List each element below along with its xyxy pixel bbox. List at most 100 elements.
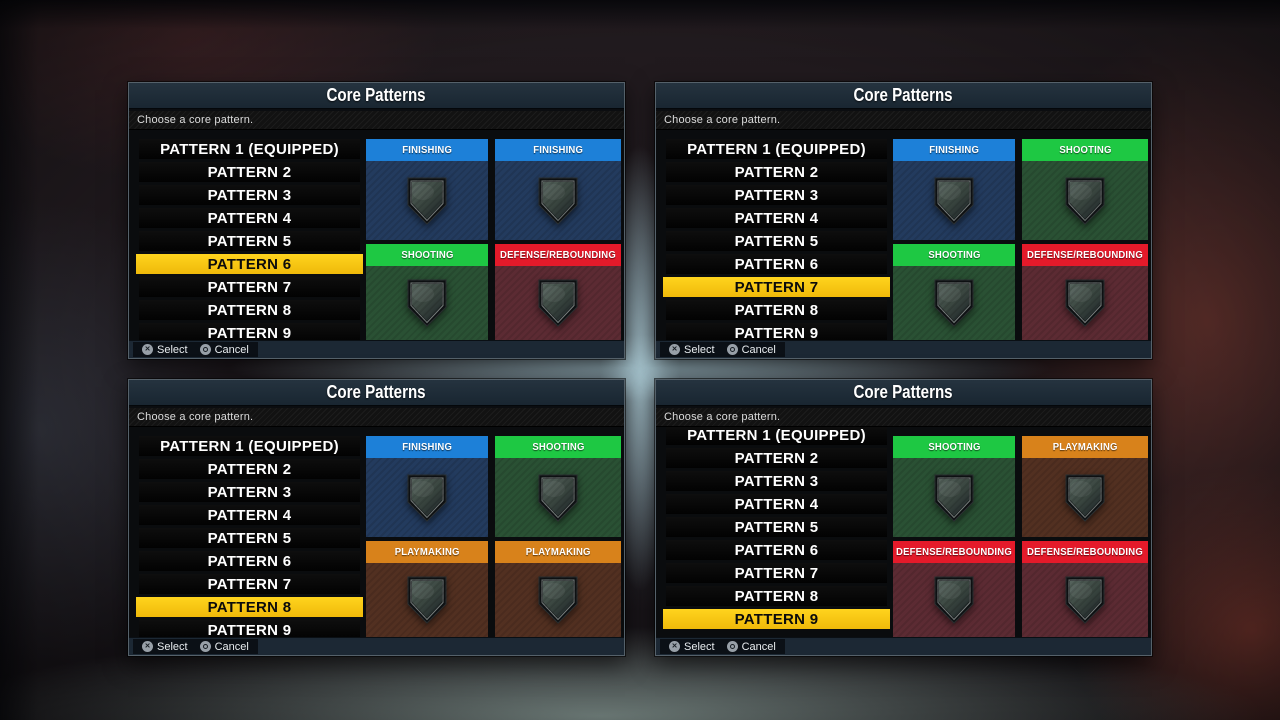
select-hint-label: Select	[684, 343, 715, 356]
shield-icon	[934, 177, 974, 225]
pattern-row[interactable]: PATTERN 1 (EQUIPPED)	[666, 139, 887, 159]
category-card-header: PLAYMAKING	[495, 541, 621, 563]
pattern-row[interactable]: PATTERN 2	[139, 459, 360, 479]
pattern-row[interactable]: PATTERN 1 (EQUIPPED)	[666, 427, 887, 445]
category-card-grid: FINISHING SHOOTING SHOOTING	[893, 139, 1148, 340]
dialog-title: Core Patterns	[326, 85, 427, 105]
circle-glyph	[729, 347, 735, 352]
pattern-row[interactable]: PATTERN 5	[139, 528, 360, 548]
pattern-row[interactable]: PATTERN 7	[139, 277, 360, 297]
shield-icon	[407, 279, 447, 327]
dialog-title: Core Patterns	[853, 85, 954, 105]
category-label: DEFENSE/REBOUNDING	[1027, 249, 1143, 261]
pattern-row[interactable]: PATTERN 7	[139, 574, 360, 594]
pattern-row[interactable]: PATTERN 6	[666, 540, 887, 560]
category-card-body	[366, 161, 488, 240]
pattern-rows: PATTERN 1 (EQUIPPED) PATTERN 2 PATTERN 3 PA…	[663, 427, 890, 629]
shield-icon	[934, 576, 974, 624]
pattern-row[interactable]: PATTERN 4	[139, 505, 360, 525]
pattern-row-selected[interactable]: PATTERN 6	[136, 254, 363, 274]
pattern-row[interactable]: PATTERN 1 (EQUIPPED)	[139, 436, 360, 456]
pattern-row[interactable]: PATTERN 3	[139, 482, 360, 502]
category-card-body	[495, 458, 621, 537]
select-hint-label: Select	[157, 640, 188, 653]
cross-glyph: ✕	[144, 346, 151, 353]
pattern-row[interactable]: PATTERN 3	[666, 185, 887, 205]
pattern-row[interactable]: PATTERN 9	[139, 323, 360, 340]
pattern-row[interactable]: PATTERN 9	[666, 323, 887, 340]
pattern-row[interactable]: PATTERN 6	[666, 254, 887, 274]
cancel-hint[interactable]: Cancel	[199, 640, 249, 653]
category-card-grid: FINISHING FINISHING SHOOTING	[366, 139, 621, 340]
pattern-row[interactable]: PATTERN 4	[666, 208, 887, 228]
category-card: DEFENSE/REBOUNDING	[893, 541, 1015, 637]
pattern-list: PATTERN 1 (EQUIPPED) PATTERN 2 PATTERN 3 PA…	[136, 427, 363, 637]
pattern-row-selected[interactable]: PATTERN 9	[663, 609, 890, 629]
pattern-row[interactable]: PATTERN 8	[666, 300, 887, 320]
shield-icon	[1065, 576, 1105, 624]
pattern-row[interactable]: PATTERN 3	[666, 471, 887, 491]
category-card: DEFENSE/REBOUNDING	[1022, 541, 1148, 637]
circle-button-icon	[199, 641, 211, 652]
dialog-header: Core Patterns	[656, 83, 1151, 109]
category-card: SHOOTING	[893, 436, 1015, 537]
select-hint[interactable]: ✕ Select	[142, 344, 188, 356]
category-card-header: SHOOTING	[893, 244, 1015, 266]
select-hint[interactable]: ✕ Select	[669, 641, 715, 653]
pattern-row[interactable]: PATTERN 5	[666, 231, 887, 251]
pattern-row-selected[interactable]: PATTERN 8	[136, 597, 363, 617]
category-card-body	[893, 563, 1015, 637]
dialog-subtitle-bar: Choose a core pattern.	[656, 408, 1151, 427]
circle-glyph	[202, 347, 208, 352]
category-label: PLAYMAKING	[525, 546, 591, 558]
cancel-hint[interactable]: Cancel	[726, 344, 776, 356]
category-label: FINISHING	[929, 144, 979, 156]
pattern-row[interactable]: PATTERN 9	[139, 620, 360, 637]
shield-icon	[538, 279, 578, 327]
category-label: SHOOTING	[927, 249, 981, 261]
pattern-row[interactable]: PATTERN 5	[666, 517, 887, 537]
category-label: DEFENSE/REBOUNDING	[1027, 546, 1143, 558]
category-card-body	[366, 458, 488, 537]
cancel-hint-label: Cancel	[214, 343, 249, 356]
select-hint-label: Select	[684, 640, 715, 653]
select-hint[interactable]: ✕ Select	[669, 344, 715, 356]
pattern-row[interactable]: PATTERN 1 (EQUIPPED)	[139, 139, 360, 159]
category-label: DEFENSE/REBOUNDING	[896, 546, 1012, 558]
pattern-row[interactable]: PATTERN 2	[666, 162, 887, 182]
core-patterns-dialog: Core Patterns Choose a core pattern. PAT…	[128, 82, 625, 359]
core-patterns-dialog: Core Patterns Choose a core pattern. PAT…	[128, 379, 625, 656]
pattern-row[interactable]: PATTERN 4	[139, 208, 360, 228]
category-card-body	[893, 266, 1015, 340]
category-card: PLAYMAKING	[366, 541, 488, 637]
dialog-subtitle-bar: Choose a core pattern.	[129, 111, 624, 130]
category-card-body	[495, 563, 621, 637]
pattern-row[interactable]: PATTERN 2	[139, 162, 360, 182]
category-card-header: SHOOTING	[893, 436, 1015, 458]
pattern-row[interactable]: PATTERN 5	[139, 231, 360, 251]
pattern-row[interactable]: PATTERN 2	[666, 448, 887, 468]
category-card-grid: FINISHING SHOOTING PLAYMAKING	[366, 436, 621, 637]
category-card-header: DEFENSE/REBOUNDING	[1022, 541, 1148, 563]
dialog-subtitle: Choose a core pattern.	[137, 411, 254, 423]
pattern-row[interactable]: PATTERN 4	[666, 494, 887, 514]
pattern-row[interactable]: PATTERN 8	[139, 300, 360, 320]
cancel-hint-label: Cancel	[214, 640, 249, 653]
pattern-row-selected[interactable]: PATTERN 7	[663, 277, 890, 297]
pattern-rows: PATTERN 1 (EQUIPPED) PATTERN 2 PATTERN 3 PA…	[136, 436, 363, 637]
cancel-hint[interactable]: Cancel	[726, 641, 776, 653]
cancel-hint[interactable]: Cancel	[199, 343, 249, 356]
shield-icon	[407, 474, 447, 522]
pattern-row[interactable]: PATTERN 8	[666, 586, 887, 606]
dialog-subtitle-bar: Choose a core pattern.	[656, 111, 1151, 130]
pattern-row[interactable]: PATTERN 6	[139, 551, 360, 571]
category-card-body	[495, 266, 621, 340]
select-hint[interactable]: ✕ Select	[142, 641, 188, 653]
category-label: PLAYMAKING	[1052, 441, 1118, 453]
cross-glyph: ✕	[671, 346, 678, 353]
category-label: SHOOTING	[531, 441, 585, 453]
pattern-row[interactable]: PATTERN 3	[139, 185, 360, 205]
category-card: SHOOTING	[893, 244, 1015, 340]
pattern-row[interactable]: PATTERN 7	[666, 563, 887, 583]
